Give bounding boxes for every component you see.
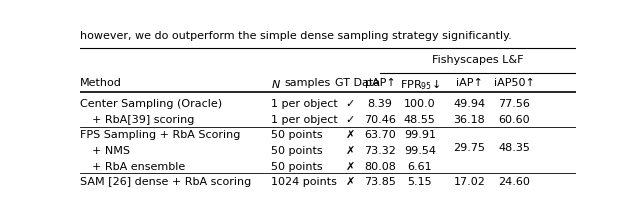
- Text: 48.55: 48.55: [404, 115, 436, 125]
- Text: 24.60: 24.60: [498, 177, 530, 187]
- Text: 1024 points: 1024 points: [271, 177, 337, 187]
- Text: 36.18: 36.18: [454, 115, 485, 125]
- Text: + NMS: + NMS: [92, 146, 131, 156]
- Text: 29.75: 29.75: [453, 143, 485, 153]
- Text: 60.60: 60.60: [498, 115, 530, 125]
- Text: however, we do outperform the simple dense sampling strategy significantly.: however, we do outperform the simple den…: [80, 31, 512, 41]
- Text: Fishyscapes L&F: Fishyscapes L&F: [432, 55, 524, 65]
- Text: 1 per object: 1 per object: [271, 99, 338, 109]
- Text: 99.54: 99.54: [404, 146, 436, 156]
- Text: 100.0: 100.0: [404, 99, 436, 109]
- Text: 49.94: 49.94: [453, 99, 485, 109]
- Text: FPS Sampling + RbA Scoring: FPS Sampling + RbA Scoring: [80, 130, 241, 140]
- Text: iAP50↑: iAP50↑: [493, 78, 534, 88]
- Text: ✓: ✓: [346, 99, 355, 109]
- Text: samples: samples: [285, 78, 331, 88]
- Text: 77.56: 77.56: [498, 99, 530, 109]
- Text: 50 points: 50 points: [271, 162, 323, 172]
- Text: FPR$_{95}$↓: FPR$_{95}$↓: [399, 78, 440, 92]
- Text: + RbA[39] scoring: + RbA[39] scoring: [92, 115, 195, 125]
- Text: GT Data: GT Data: [335, 78, 381, 88]
- Text: $N$: $N$: [271, 78, 281, 90]
- Text: 48.35: 48.35: [498, 143, 530, 153]
- Text: ✗: ✗: [346, 162, 355, 172]
- Text: + RbA ensemble: + RbA ensemble: [92, 162, 186, 172]
- Text: 6.61: 6.61: [408, 162, 432, 172]
- Text: 8.39: 8.39: [367, 99, 392, 109]
- Text: 80.08: 80.08: [364, 162, 396, 172]
- Text: ✓: ✓: [346, 115, 355, 125]
- Text: 70.46: 70.46: [364, 115, 396, 125]
- Text: 73.85: 73.85: [364, 177, 396, 187]
- Text: 50 points: 50 points: [271, 130, 323, 140]
- Text: ✗: ✗: [346, 130, 355, 140]
- Text: 5.15: 5.15: [408, 177, 432, 187]
- Text: 50 points: 50 points: [271, 146, 323, 156]
- Text: iAP↑: iAP↑: [456, 78, 483, 88]
- Text: pAP↑: pAP↑: [365, 78, 396, 88]
- Text: ✗: ✗: [346, 177, 355, 187]
- Text: 99.91: 99.91: [404, 130, 436, 140]
- Text: ✗: ✗: [346, 146, 355, 156]
- Text: Method: Method: [80, 78, 122, 88]
- Text: 1 per object: 1 per object: [271, 115, 338, 125]
- Text: Center Sampling (Oracle): Center Sampling (Oracle): [80, 99, 222, 109]
- Text: 63.70: 63.70: [364, 130, 396, 140]
- Text: SAM [26] dense + RbA scoring: SAM [26] dense + RbA scoring: [80, 177, 252, 187]
- Text: 17.02: 17.02: [453, 177, 485, 187]
- Text: 73.32: 73.32: [364, 146, 396, 156]
